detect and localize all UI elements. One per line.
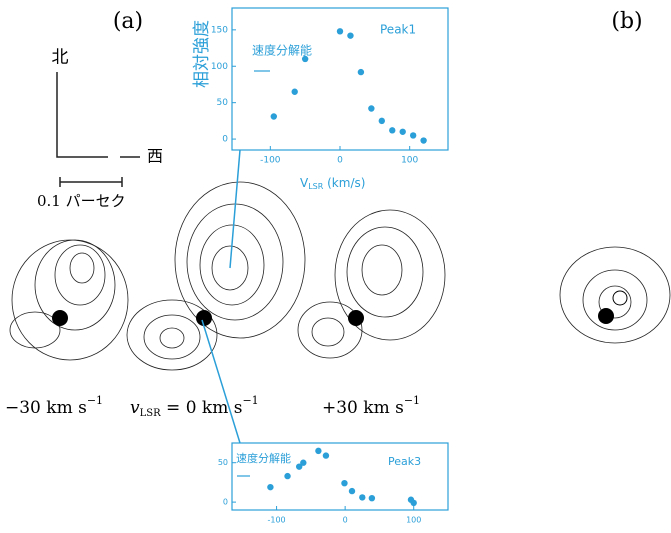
y-tick-label: 0 [222,135,228,145]
velocity-sup: −1 [242,394,258,407]
x-label-rest: (km/s) [323,176,365,190]
x-label-sub: LSR [308,182,324,191]
point [267,484,273,490]
point [349,488,355,494]
point [315,448,321,454]
point [359,494,365,500]
velocity-text: +30 km s [322,398,404,418]
point [341,480,347,486]
x-tick-label: 0 [337,156,343,166]
velocity-label: vLSR = 0 km s−1 [130,394,259,419]
velocity-sub: LSR [140,408,161,419]
x-tick-label: 0 [343,516,348,525]
velocity-sup: −1 [87,394,103,407]
chart-title: Peak3 [388,455,421,468]
x-axis-label: VLSR (km/s) [300,176,365,191]
point [379,118,385,124]
scale-bar [60,177,122,187]
point [271,113,277,119]
point [284,473,290,479]
velocity-text: −30 km s [5,398,87,418]
y-tick-label: 0 [223,498,228,507]
y-tick-label: 150 [211,25,228,35]
velocity-rest: = 0 km s [161,398,243,418]
point [323,452,329,458]
velocity-label: −30 km s−1 [5,394,103,418]
x-tick-label: 100 [406,516,421,525]
x-tick-label: -100 [260,156,281,166]
point [420,137,426,143]
velocity-label: +30 km s−1 [322,394,420,418]
point [368,105,374,111]
velocity-sup: −1 [404,394,420,407]
west-label: 西 [147,147,163,166]
x-tick-label: 100 [401,156,418,166]
y-tick-label: 50 [218,458,228,467]
point [411,500,417,506]
y-tick-label: 100 [211,62,228,72]
north-label: 北 [52,48,69,68]
point [369,495,375,501]
compass [57,72,108,157]
point [347,32,353,38]
point [389,127,395,133]
y-axis-label: 相対強度 [192,20,212,88]
point [337,28,343,34]
point [400,129,406,135]
point [410,132,416,138]
figure: (a) (b) 北 西 0.1 パーセク −30 km s−1 vLSR = 0… [0,0,671,533]
y-tick-label: 50 [217,98,229,108]
panel-label: (a) [113,9,143,34]
annotation: 速度分解能 [252,43,312,58]
point [300,460,306,466]
chart-title: Peak1 [380,23,416,37]
annotation: 速度分解能 [236,451,291,465]
x-tick-label: -100 [267,516,285,525]
point [358,69,364,75]
scale-label: 0.1 パーセク [37,192,126,210]
panel-label: (b) [611,9,642,34]
point [292,89,298,95]
contour-map [10,182,670,370]
velocity-main: v [130,398,140,418]
